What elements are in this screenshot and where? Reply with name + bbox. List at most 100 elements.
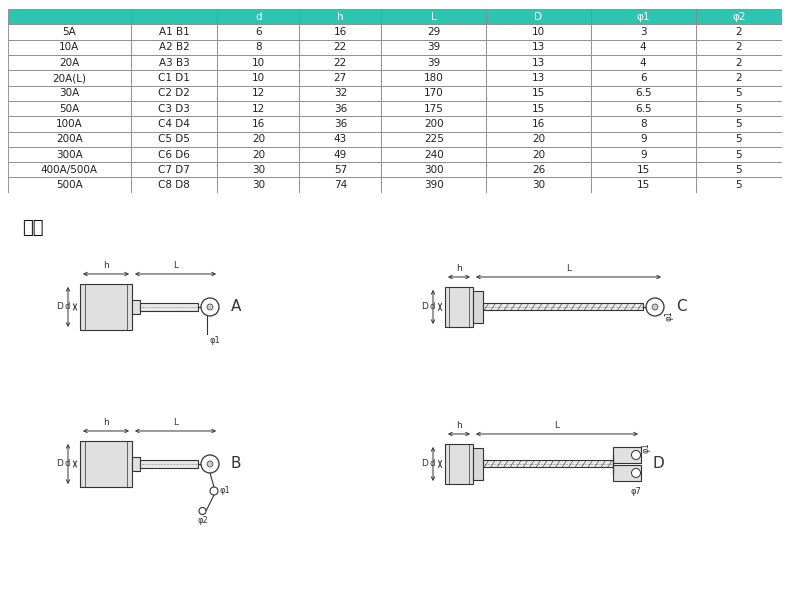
Text: 390: 390 [424,180,444,190]
Bar [591,86,695,101]
Bar [299,9,382,24]
Bar [131,40,217,55]
Bar [486,101,591,116]
Bar [695,132,782,147]
Bar [80,441,132,487]
Bar [695,40,782,55]
Text: 5: 5 [735,134,742,144]
Bar [486,132,591,147]
Bar [299,55,382,70]
Bar [695,55,782,70]
Bar [382,55,486,70]
Text: 30A: 30A [59,88,80,99]
Text: B: B [231,457,242,471]
Text: 29: 29 [427,27,440,37]
Text: D: D [421,460,428,468]
Bar [8,40,131,55]
Text: 36: 36 [333,103,347,114]
Text: 30: 30 [252,165,265,175]
Bar [131,116,217,132]
Bar [382,147,486,162]
Bar [486,162,591,177]
Bar [131,9,217,24]
Text: 39: 39 [427,58,440,68]
Text: 10A: 10A [59,42,80,53]
Circle shape [652,304,658,310]
Text: 3: 3 [640,27,646,37]
Bar [445,444,473,484]
Text: 5: 5 [735,103,742,114]
Text: 30: 30 [532,180,545,190]
Text: 15: 15 [637,165,650,175]
Bar [486,177,591,193]
Bar [131,101,217,116]
Text: 10: 10 [532,27,545,37]
Text: 15: 15 [532,88,545,99]
Bar [217,55,299,70]
Text: 5: 5 [735,88,742,99]
Text: 15: 15 [532,103,545,114]
Text: D: D [56,302,63,312]
Bar [591,177,695,193]
Text: 27: 27 [333,73,347,83]
Text: 36: 36 [333,119,347,129]
Text: 4: 4 [640,42,646,53]
Bar [8,132,131,147]
Bar [8,177,131,193]
Bar [695,86,782,101]
Text: 20: 20 [252,149,265,160]
Bar [140,303,198,311]
Bar [695,70,782,86]
Text: 22: 22 [333,58,347,68]
Text: L: L [173,418,178,427]
Bar [695,9,782,24]
Text: φ1: φ1 [641,442,650,453]
Bar [613,447,641,463]
Bar [131,55,217,70]
Text: h: h [337,12,344,22]
Bar [217,162,299,177]
Text: 49: 49 [333,149,347,160]
Bar [486,116,591,132]
Text: 2: 2 [735,73,742,83]
Text: h: h [456,264,462,273]
Text: A2 B2: A2 B2 [159,42,190,53]
Text: 16: 16 [532,119,545,129]
Bar [591,24,695,40]
Text: C5 D5: C5 D5 [158,134,190,144]
Text: 5: 5 [735,180,742,190]
Text: C: C [676,299,687,315]
Text: 240: 240 [424,149,444,160]
Bar [132,457,140,471]
Text: 100A: 100A [56,119,83,129]
Bar [217,9,299,24]
Text: 200A: 200A [56,134,83,144]
Bar [382,177,486,193]
Bar [8,162,131,177]
Text: 12: 12 [252,88,265,99]
Bar [382,24,486,40]
Text: 8: 8 [255,42,261,53]
Bar [483,460,613,468]
Bar [8,24,131,40]
Text: C8 D8: C8 D8 [158,180,190,190]
Text: 2: 2 [735,42,742,53]
Text: 5: 5 [735,165,742,175]
Text: h: h [456,421,462,430]
Text: φ1: φ1 [219,487,230,496]
Bar [591,132,695,147]
Text: 30: 30 [252,180,265,190]
Bar [299,40,382,55]
Bar [382,162,486,177]
Circle shape [199,507,206,515]
Text: 43: 43 [333,134,347,144]
Bar [217,24,299,40]
Text: 26: 26 [532,165,545,175]
Bar [382,70,486,86]
Bar [486,9,591,24]
Bar [217,132,299,147]
Bar [217,70,299,86]
Text: 400A/500A: 400A/500A [41,165,98,175]
Text: 200: 200 [424,119,443,129]
Text: 6.5: 6.5 [635,88,652,99]
